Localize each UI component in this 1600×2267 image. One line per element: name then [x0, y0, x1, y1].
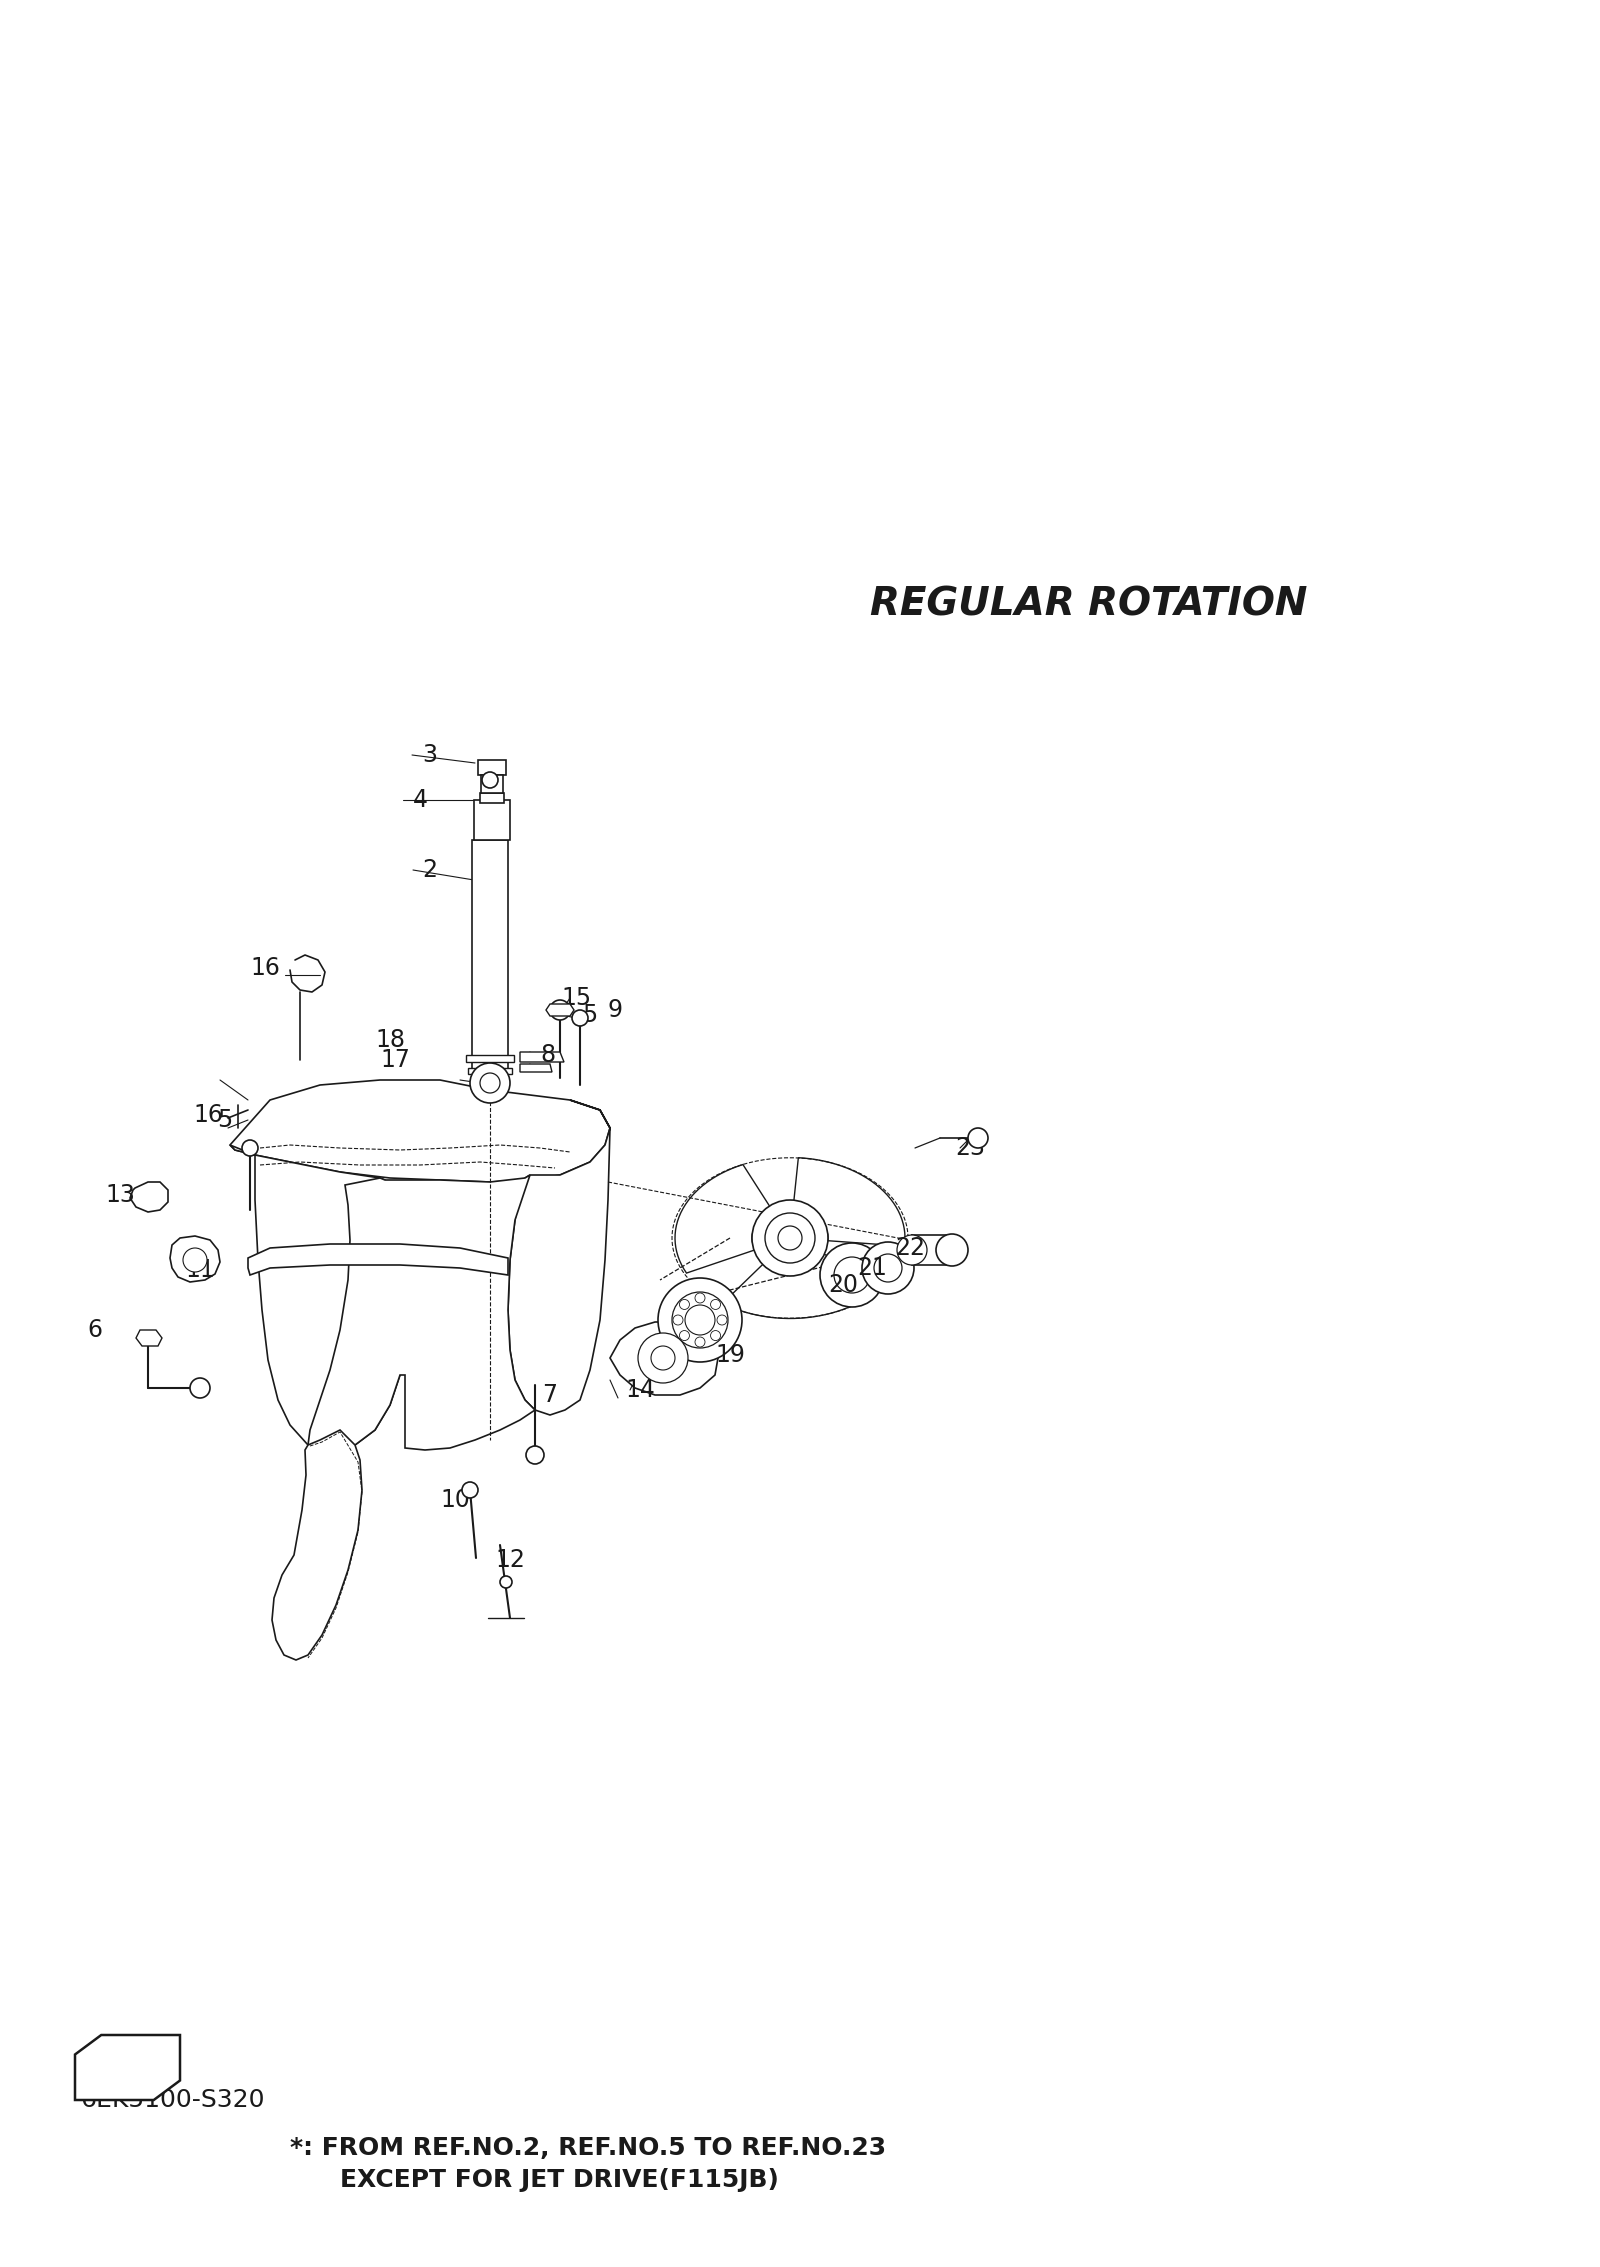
Text: 13: 13 [106, 1183, 134, 1206]
Circle shape [710, 1331, 720, 1340]
Polygon shape [248, 1245, 509, 1274]
Text: 23: 23 [955, 1136, 986, 1161]
Text: 8: 8 [541, 1043, 555, 1068]
Polygon shape [307, 1174, 534, 1451]
Circle shape [470, 1063, 510, 1104]
Circle shape [874, 1254, 902, 1283]
Circle shape [550, 1000, 570, 1020]
Circle shape [680, 1331, 690, 1340]
Circle shape [190, 1378, 210, 1399]
Bar [474, 800, 510, 841]
Circle shape [936, 1233, 968, 1265]
Polygon shape [466, 1054, 514, 1061]
Circle shape [573, 1011, 589, 1027]
Text: 18: 18 [374, 1027, 405, 1052]
Circle shape [182, 1249, 206, 1272]
Text: REGULAR ROTATION: REGULAR ROTATION [870, 585, 1307, 623]
Circle shape [674, 1315, 683, 1324]
Polygon shape [272, 1430, 362, 1659]
Polygon shape [792, 1158, 906, 1247]
Text: FWD: FWD [125, 2058, 168, 2077]
Text: 6: 6 [88, 1317, 102, 1342]
Circle shape [482, 773, 498, 789]
Text: 15: 15 [562, 986, 590, 1011]
Circle shape [672, 1292, 728, 1349]
Text: 10: 10 [440, 1487, 470, 1512]
Circle shape [480, 1072, 499, 1093]
Text: 2: 2 [422, 857, 437, 882]
Text: 19: 19 [715, 1342, 746, 1367]
Polygon shape [467, 1068, 512, 1075]
Circle shape [499, 1576, 512, 1587]
Circle shape [778, 1226, 802, 1249]
Polygon shape [520, 1052, 563, 1061]
Polygon shape [912, 1236, 950, 1265]
Text: 16: 16 [194, 1104, 222, 1127]
Text: 20: 20 [829, 1274, 858, 1297]
Text: *: FROM REF.NO.2, REF.NO.5 TO REF.NO.23: *: FROM REF.NO.2, REF.NO.5 TO REF.NO.23 [290, 2136, 886, 2160]
Text: 3: 3 [422, 744, 437, 766]
Text: 12: 12 [494, 1548, 525, 1571]
Polygon shape [610, 1322, 718, 1394]
Text: 5: 5 [218, 1109, 232, 1131]
Circle shape [752, 1199, 829, 1276]
Bar [480, 793, 504, 803]
Text: 22: 22 [894, 1236, 925, 1260]
Circle shape [242, 1140, 258, 1156]
Circle shape [526, 1446, 544, 1464]
Circle shape [862, 1242, 914, 1294]
Bar [478, 759, 506, 775]
Text: 4: 4 [413, 789, 427, 812]
Polygon shape [723, 1254, 885, 1319]
Circle shape [765, 1213, 814, 1263]
Polygon shape [136, 1331, 162, 1347]
Circle shape [819, 1242, 883, 1308]
Circle shape [694, 1338, 706, 1347]
Bar [482, 775, 502, 793]
Circle shape [834, 1256, 870, 1292]
Text: 7: 7 [542, 1383, 557, 1408]
Bar [472, 841, 509, 1079]
Text: 17: 17 [381, 1047, 410, 1072]
Circle shape [717, 1315, 726, 1324]
Text: 5: 5 [582, 1002, 598, 1027]
Text: 9: 9 [608, 997, 622, 1022]
Circle shape [694, 1292, 706, 1304]
Polygon shape [230, 1145, 405, 1451]
Text: 21: 21 [858, 1256, 886, 1281]
Text: 11: 11 [186, 1258, 214, 1283]
Text: 6EK5100-S320: 6EK5100-S320 [80, 2088, 264, 2113]
Circle shape [638, 1333, 688, 1383]
Text: 16: 16 [250, 957, 280, 979]
Polygon shape [170, 1236, 221, 1283]
Circle shape [651, 1347, 675, 1369]
Circle shape [685, 1306, 715, 1335]
Polygon shape [675, 1165, 774, 1274]
Polygon shape [546, 1004, 574, 1016]
Polygon shape [130, 1181, 168, 1213]
Circle shape [680, 1299, 690, 1310]
Polygon shape [509, 1099, 610, 1415]
Circle shape [462, 1483, 478, 1498]
Circle shape [658, 1279, 742, 1362]
Text: 14: 14 [626, 1378, 654, 1401]
Circle shape [710, 1299, 720, 1310]
Polygon shape [520, 1063, 552, 1072]
Circle shape [968, 1129, 989, 1147]
Text: EXCEPT FOR JET DRIVE(F115JB): EXCEPT FOR JET DRIVE(F115JB) [339, 2167, 779, 2192]
Text: 1: 1 [472, 1068, 488, 1093]
Polygon shape [230, 1079, 610, 1181]
Circle shape [898, 1236, 926, 1265]
Polygon shape [75, 2036, 179, 2099]
